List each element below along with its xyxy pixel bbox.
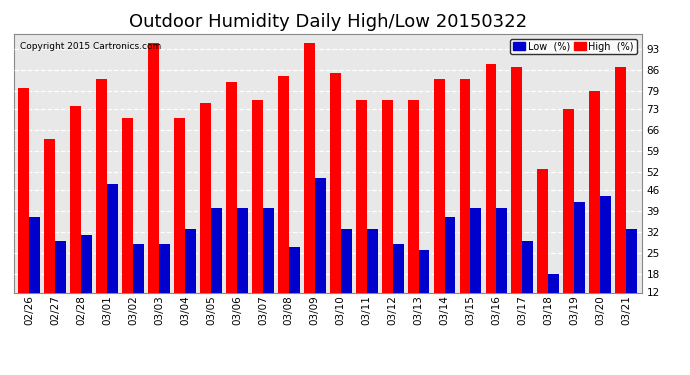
Text: Copyright 2015 Cartronics.com: Copyright 2015 Cartronics.com [20, 42, 161, 51]
Bar [511, 67, 522, 328]
Bar [211, 208, 222, 328]
Bar [133, 244, 144, 328]
Bar [341, 230, 352, 328]
Bar [615, 67, 626, 328]
Bar [626, 230, 637, 328]
Bar [600, 196, 611, 328]
Bar [433, 79, 444, 328]
Bar [366, 230, 377, 328]
Bar [148, 43, 159, 328]
Bar [538, 169, 549, 328]
Bar [304, 43, 315, 328]
Bar [97, 79, 107, 328]
Bar [382, 100, 393, 328]
Bar [330, 73, 341, 328]
Bar [252, 100, 263, 328]
Bar [563, 109, 574, 328]
Bar [549, 274, 559, 328]
Bar [55, 242, 66, 328]
Title: Outdoor Humidity Daily High/Low 20150322: Outdoor Humidity Daily High/Low 20150322 [129, 13, 526, 31]
Bar [70, 106, 81, 328]
Bar [496, 208, 507, 328]
Bar [122, 118, 133, 328]
Bar [460, 79, 471, 328]
Bar [174, 118, 185, 328]
Bar [315, 178, 326, 328]
Bar [159, 244, 170, 328]
Bar [30, 217, 40, 328]
Bar [185, 230, 196, 328]
Bar [289, 248, 299, 328]
Bar [471, 208, 482, 328]
Bar [486, 64, 496, 328]
Legend: Low  (%), High  (%): Low (%), High (%) [510, 39, 637, 54]
Bar [19, 88, 30, 328]
Bar [444, 217, 455, 328]
Bar [419, 251, 429, 328]
Bar [107, 184, 118, 328]
Bar [263, 208, 274, 328]
Bar [237, 208, 248, 328]
Bar [393, 244, 404, 328]
Bar [226, 82, 237, 328]
Bar [522, 242, 533, 328]
Bar [278, 76, 289, 328]
Bar [81, 236, 92, 328]
Bar [44, 139, 55, 328]
Bar [200, 103, 211, 328]
Bar [356, 100, 366, 328]
Bar [574, 202, 585, 328]
Bar [589, 91, 600, 328]
Bar [408, 100, 419, 328]
